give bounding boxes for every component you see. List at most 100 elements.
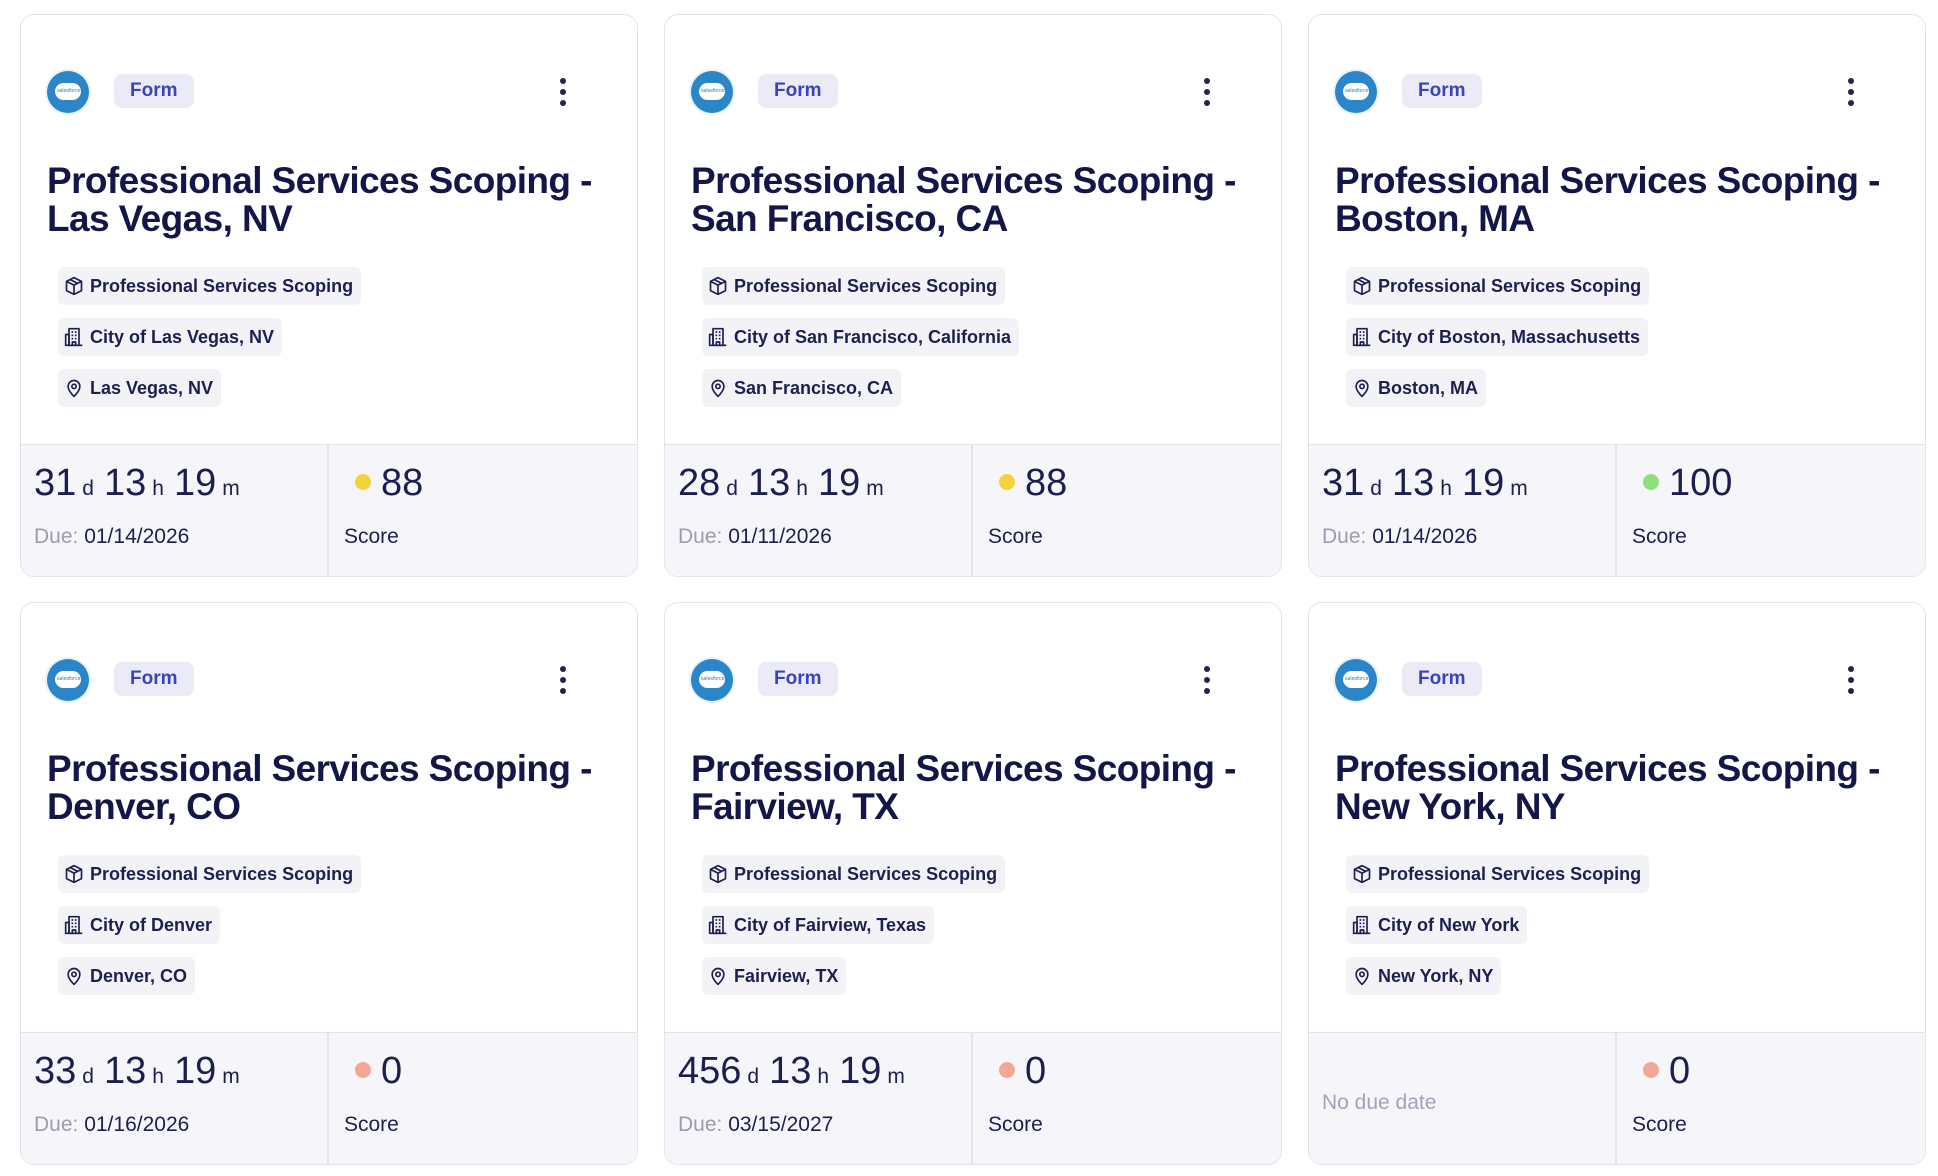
category-tag: Professional Services Scoping: [1346, 855, 1650, 893]
opportunity-card[interactable]: Form Professional Services Scoping - Den…: [20, 602, 638, 1165]
countdown-hours: 13: [769, 1050, 812, 1092]
organization-label: City of San Francisco, California: [734, 327, 1012, 347]
card-title[interactable]: Professional Services Scoping - Denver, …: [47, 748, 592, 827]
organization-label: City of Boston, Massachusetts: [1378, 327, 1641, 347]
card-header: Form: [47, 659, 611, 701]
opportunity-card[interactable]: Form Professional Services Scoping - San…: [664, 14, 1282, 577]
countdown: 28 d 13 h 19 m: [678, 461, 894, 505]
building-icon: [64, 915, 83, 935]
organization-tag: City of Denver: [58, 906, 221, 944]
more-vertical-icon[interactable]: [1841, 75, 1861, 109]
days-unit: d: [82, 1065, 94, 1088]
organization-tag: City of Boston, Massachusetts: [1346, 318, 1649, 356]
due-date: Due: 03/15/2027: [678, 1113, 833, 1137]
building-icon: [1352, 915, 1371, 935]
location-tag: Boston, MA: [1346, 369, 1486, 407]
score-status-dot: [999, 1062, 1015, 1078]
organization-tag: City of San Francisco, California: [702, 318, 1020, 356]
card-footer: 31 d 13 h 19 m Due: 01/14/2026 88 Score: [21, 444, 637, 576]
score-label: Score: [344, 525, 399, 548]
category-tag: Professional Services Scoping: [58, 855, 362, 893]
card-footer: 31 d 13 h 19 m Due: 01/14/2026 100 Score: [1309, 444, 1925, 576]
form-badge: Form: [114, 74, 194, 108]
due-panel: 456 d 13 h 19 m Due: 03/15/2027: [665, 1033, 973, 1164]
opportunity-card[interactable]: Form Professional Services Scoping - Bos…: [1308, 14, 1926, 577]
score-row: 100: [1643, 461, 1732, 505]
map-pin-icon: [67, 379, 81, 398]
opportunity-card[interactable]: Form Professional Services Scoping - Fai…: [664, 602, 1282, 1165]
due-date-value: 01/14/2026: [1372, 525, 1478, 548]
due-label: Due:: [34, 525, 79, 548]
card-tags: Professional Services Scoping City of De…: [58, 855, 362, 1008]
card-title[interactable]: Professional Services Scoping - New York…: [1335, 748, 1880, 827]
due-label: Due:: [678, 525, 723, 548]
salesforce-logo-icon: [1335, 71, 1377, 113]
card-title[interactable]: Professional Services Scoping - San Fran…: [691, 160, 1236, 239]
category-tag: Professional Services Scoping: [702, 267, 1006, 305]
due-date-value: 03/15/2027: [728, 1113, 834, 1136]
minutes-unit: m: [1510, 477, 1528, 500]
opportunity-card[interactable]: Form Professional Services Scoping - Las…: [20, 14, 638, 577]
category-label: Professional Services Scoping: [90, 864, 354, 884]
score-panel: 0 Score: [974, 1033, 1281, 1164]
card-tags: Professional Services Scoping City of La…: [58, 267, 362, 420]
map-pin-icon: [711, 967, 725, 986]
minutes-unit: m: [887, 1065, 905, 1088]
card-title[interactable]: Professional Services Scoping - Fairview…: [691, 748, 1236, 827]
due-label: Due:: [678, 1113, 723, 1136]
due-date: Due: 01/16/2026: [34, 1113, 189, 1137]
package-icon: [65, 864, 83, 884]
more-vertical-icon[interactable]: [1197, 663, 1217, 697]
score-value: 0: [1669, 1050, 1691, 1092]
package-icon: [1353, 864, 1371, 884]
organization-label: City of New York: [1378, 915, 1520, 935]
score-value: 0: [1025, 1050, 1047, 1092]
card-body: Form Professional Services Scoping - New…: [1309, 603, 1925, 1034]
location-tag: New York, NY: [1346, 957, 1502, 995]
due-panel: 31 d 13 h 19 m Due: 01/14/2026: [1309, 445, 1617, 576]
countdown: 31 d 13 h 19 m: [34, 461, 250, 505]
card-title[interactable]: Professional Services Scoping - Boston, …: [1335, 160, 1880, 239]
category-label: Professional Services Scoping: [734, 276, 998, 296]
card-body: Form Professional Services Scoping - Las…: [21, 15, 637, 446]
minutes-unit: m: [222, 1065, 240, 1088]
score-label: Score: [1632, 525, 1687, 548]
card-header: Form: [1335, 71, 1899, 113]
location-tag: Denver, CO: [58, 957, 196, 995]
building-icon: [64, 327, 83, 347]
opportunity-card[interactable]: Form Professional Services Scoping - New…: [1308, 602, 1926, 1165]
due-panel: 28 d 13 h 19 m Due: 01/11/2026: [665, 445, 973, 576]
category-tag: Professional Services Scoping: [58, 267, 362, 305]
score-value: 100: [1669, 462, 1733, 504]
score-panel: 100 Score: [1618, 445, 1925, 576]
organization-tag: City of Fairview, Texas: [702, 906, 935, 944]
countdown: 456 d 13 h 19 m: [678, 1049, 915, 1093]
score-row: 0: [355, 1049, 402, 1093]
card-body: Form Professional Services Scoping - Bos…: [1309, 15, 1925, 446]
score-status-dot: [1643, 1062, 1659, 1078]
more-vertical-icon[interactable]: [553, 663, 573, 697]
organization-tag: City of Las Vegas, NV: [58, 318, 283, 356]
location-tag: Las Vegas, NV: [58, 369, 222, 407]
organization-tag: City of New York: [1346, 906, 1528, 944]
card-title[interactable]: Professional Services Scoping - Las Vega…: [47, 160, 592, 239]
category-label: Professional Services Scoping: [90, 276, 354, 296]
form-badge: Form: [1402, 74, 1482, 108]
more-vertical-icon[interactable]: [1197, 75, 1217, 109]
card-header: Form: [47, 71, 611, 113]
category-tag: Professional Services Scoping: [1346, 267, 1650, 305]
due-date-value: 01/16/2026: [84, 1113, 190, 1136]
building-icon: [708, 327, 727, 347]
score-status-dot: [999, 474, 1015, 490]
map-pin-icon: [711, 379, 725, 398]
card-tags: Professional Services Scoping City of Fa…: [702, 855, 1006, 1008]
more-vertical-icon[interactable]: [1841, 663, 1861, 697]
form-badge: Form: [758, 662, 838, 696]
countdown-minutes: 19: [817, 462, 861, 504]
card-footer: 28 d 13 h 19 m Due: 01/11/2026 88 Score: [665, 444, 1281, 576]
more-vertical-icon[interactable]: [553, 75, 573, 109]
salesforce-logo-icon: [691, 71, 733, 113]
due-date-value: 01/14/2026: [84, 525, 190, 548]
package-icon: [709, 276, 727, 296]
form-badge: Form: [1402, 662, 1482, 696]
